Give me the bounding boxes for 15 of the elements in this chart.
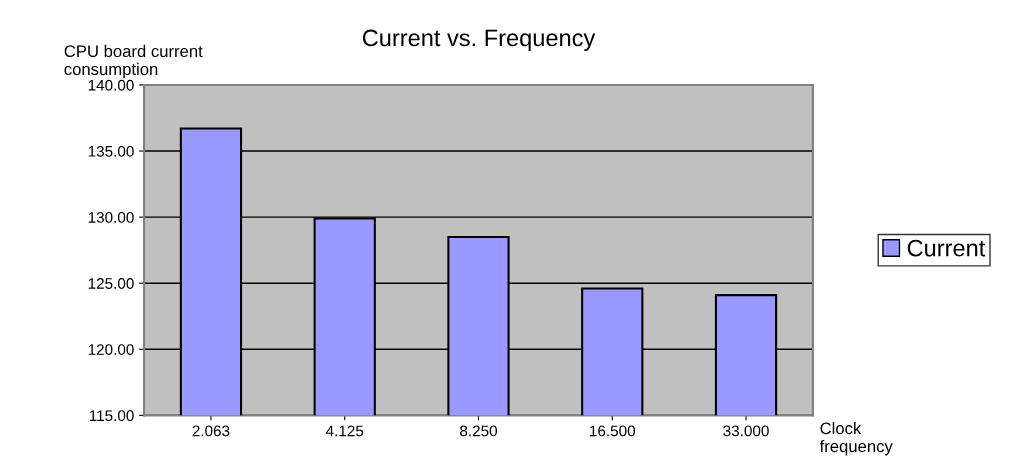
chart-title: Current vs. Frequency	[362, 29, 596, 51]
x-axis-title: Clock frequency	[819, 421, 893, 456]
x-tick-label: 16.500	[590, 425, 636, 437]
y-tick-label: 125.00	[88, 278, 134, 289]
y-axis-title: CPU board current consumption	[64, 44, 203, 79]
y-tick-label: 140.00	[88, 79, 134, 91]
x-tick-label: 4.125	[325, 425, 364, 437]
y-tick-label: 120.00	[88, 344, 134, 355]
y-tick-label: 130.00	[88, 211, 134, 223]
x-tick-label: 8.250	[460, 425, 498, 437]
legend-label: Current	[907, 239, 986, 257]
x-tick-label: 2.063	[192, 425, 230, 437]
y-tick-label: 115.00	[89, 410, 134, 422]
y-tick-label: 135.00	[88, 145, 134, 157]
x-tick-label: 33.000	[723, 425, 769, 437]
